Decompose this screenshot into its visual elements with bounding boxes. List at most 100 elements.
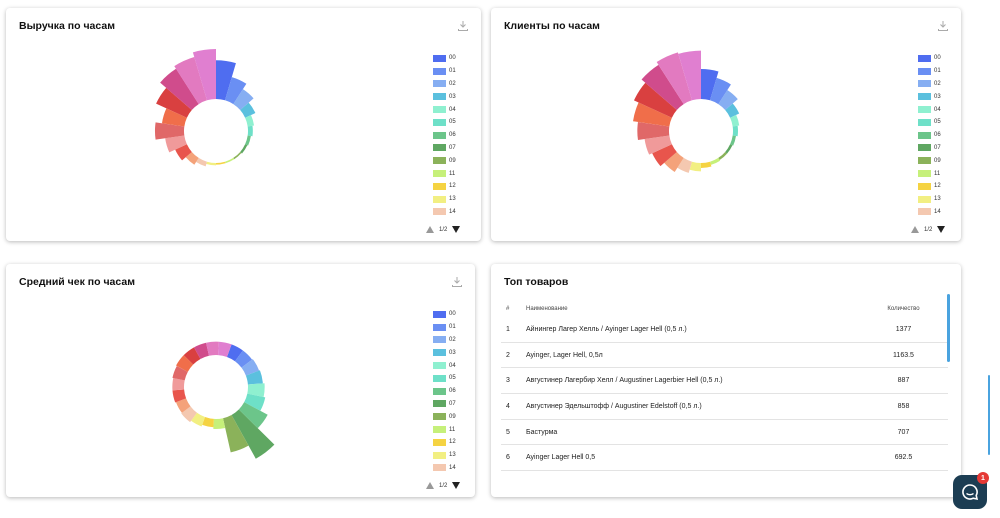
- rose-segment-18[interactable]: [172, 365, 188, 381]
- rose-segment-07[interactable]: [240, 144, 248, 154]
- rose-segment-04[interactable]: [245, 115, 255, 127]
- rose-segment-15[interactable]: [664, 151, 684, 172]
- rose-segment-22[interactable]: [174, 56, 207, 105]
- legend-item[interactable]: 04: [918, 103, 958, 116]
- rose-segment-21[interactable]: [193, 342, 209, 360]
- legend-item[interactable]: 14: [918, 206, 958, 218]
- table-row[interactable]: 1 Айнингер Лагер Хелль / Ayinger Lager He…: [501, 317, 948, 343]
- rose-segment-06[interactable]: [238, 402, 268, 429]
- legend-item[interactable]: 13: [433, 193, 473, 206]
- legend-item[interactable]: 01: [918, 65, 958, 78]
- legend-next-icon[interactable]: [452, 482, 461, 489]
- legend-item[interactable]: 09: [433, 410, 473, 423]
- legend-item[interactable]: 03: [918, 90, 958, 103]
- rose-segment-01[interactable]: [710, 77, 731, 105]
- rose-segment-17[interactable]: [165, 135, 187, 153]
- rose-segment-05[interactable]: [244, 393, 266, 411]
- rose-segment-00[interactable]: [701, 69, 719, 101]
- rose-segment-00[interactable]: [226, 344, 243, 362]
- rose-segment-02[interactable]: [241, 359, 260, 376]
- legend-next-icon[interactable]: [452, 226, 461, 233]
- rose-segment-13[interactable]: [206, 161, 216, 166]
- legend-prev-icon[interactable]: [426, 226, 434, 233]
- rose-segment-12[interactable]: [216, 161, 226, 165]
- rose-segment-00[interactable]: [216, 60, 236, 101]
- legend-item[interactable]: 04: [433, 103, 473, 116]
- rose-segment-04[interactable]: [247, 383, 265, 398]
- rose-segment-11[interactable]: [213, 418, 226, 429]
- legend-prev-icon[interactable]: [911, 226, 919, 233]
- rose-segment-19[interactable]: [633, 102, 672, 127]
- table-row[interactable]: 3 Августинер Лагербир Хелл / Augustiner L…: [501, 368, 948, 395]
- rose-segment-02[interactable]: [718, 90, 738, 111]
- legend-next-icon[interactable]: [937, 226, 946, 233]
- rose-segment-11[interactable]: [710, 157, 721, 165]
- rose-segment-03[interactable]: [240, 102, 256, 118]
- rose-segment-04[interactable]: [730, 114, 740, 127]
- rose-segment-14[interactable]: [196, 157, 207, 167]
- legend-item[interactable]: 02: [433, 334, 473, 347]
- rose-segment-20[interactable]: [633, 82, 677, 118]
- rose-segment-05[interactable]: [247, 125, 253, 137]
- legend-item[interactable]: 02: [918, 78, 958, 91]
- rose-segment-21[interactable]: [641, 64, 684, 111]
- rose-segment-20[interactable]: [156, 87, 192, 118]
- legend-item[interactable]: 06: [433, 129, 473, 142]
- download-icon[interactable]: [937, 20, 949, 32]
- table-row[interactable]: 5 Бастурма 707: [501, 420, 948, 446]
- rose-segment-20[interactable]: [183, 347, 201, 365]
- legend-item[interactable]: 03: [433, 90, 473, 103]
- rose-segment-23[interactable]: [192, 49, 216, 101]
- rose-segment-23[interactable]: [678, 50, 701, 101]
- rose-segment-13[interactable]: [689, 161, 701, 172]
- rose-segment-22[interactable]: [656, 52, 692, 105]
- legend-item[interactable]: 05: [433, 372, 473, 385]
- legend-item[interactable]: 06: [918, 129, 958, 142]
- table-row[interactable]: 2 Ayinger, Lager Hell, 0,5л 1163.5: [501, 343, 948, 369]
- rose-segment-14[interactable]: [677, 157, 692, 173]
- rose-segment-17[interactable]: [644, 135, 672, 155]
- legend-item[interactable]: 11: [433, 167, 473, 180]
- rose-segment-12[interactable]: [202, 417, 214, 428]
- table-row[interactable]: 4 Августинер Эдельштофф / Augustiner Edel…: [501, 394, 948, 420]
- legend-prev-icon[interactable]: [426, 482, 434, 489]
- rose-segment-18[interactable]: [154, 122, 185, 140]
- legend-item[interactable]: 07: [918, 142, 958, 155]
- rose-segment-12[interactable]: [701, 161, 712, 168]
- download-icon[interactable]: [451, 276, 463, 288]
- rose-segment-07[interactable]: [725, 144, 733, 154]
- legend-item[interactable]: 14: [433, 462, 473, 474]
- legend-item[interactable]: 01: [433, 321, 473, 334]
- legend-item[interactable]: 12: [433, 436, 473, 449]
- rose-segment-03[interactable]: [725, 103, 740, 118]
- legend-item[interactable]: 04: [433, 359, 473, 372]
- rose-segment-09[interactable]: [718, 151, 728, 161]
- rose-segment-02[interactable]: [233, 89, 254, 111]
- legend-item[interactable]: 00: [918, 52, 958, 65]
- legend-item[interactable]: 01: [433, 65, 473, 78]
- rose-segment-14[interactable]: [181, 406, 198, 423]
- legend-item[interactable]: 07: [433, 142, 473, 155]
- rose-segment-23[interactable]: [218, 341, 232, 357]
- rose-segment-17[interactable]: [172, 378, 185, 391]
- legend-item[interactable]: 11: [918, 167, 958, 180]
- table-row[interactable]: 6 Ayinger Lager Hell 0,5 692.5: [501, 445, 948, 472]
- rose-segment-22[interactable]: [206, 341, 219, 356]
- legend-item[interactable]: 07: [433, 398, 473, 411]
- rose-segment-06[interactable]: [245, 135, 251, 146]
- legend-item[interactable]: 00: [433, 308, 473, 321]
- rose-segment-16[interactable]: [175, 144, 192, 161]
- rose-segment-03[interactable]: [245, 370, 263, 385]
- download-icon[interactable]: [457, 20, 469, 32]
- rose-segment-15[interactable]: [175, 398, 191, 413]
- legend-item[interactable]: 13: [918, 193, 958, 206]
- rose-segment-01[interactable]: [234, 350, 253, 368]
- rose-segment-21[interactable]: [160, 68, 199, 111]
- legend-item[interactable]: 09: [433, 154, 473, 167]
- rose-segment-19[interactable]: [176, 355, 194, 372]
- rose-segment-16[interactable]: [652, 144, 677, 167]
- legend-item[interactable]: 14: [433, 206, 473, 218]
- rose-segment-05[interactable]: [732, 125, 738, 137]
- rose-segment-16[interactable]: [172, 389, 187, 403]
- legend-item[interactable]: 02: [433, 78, 473, 91]
